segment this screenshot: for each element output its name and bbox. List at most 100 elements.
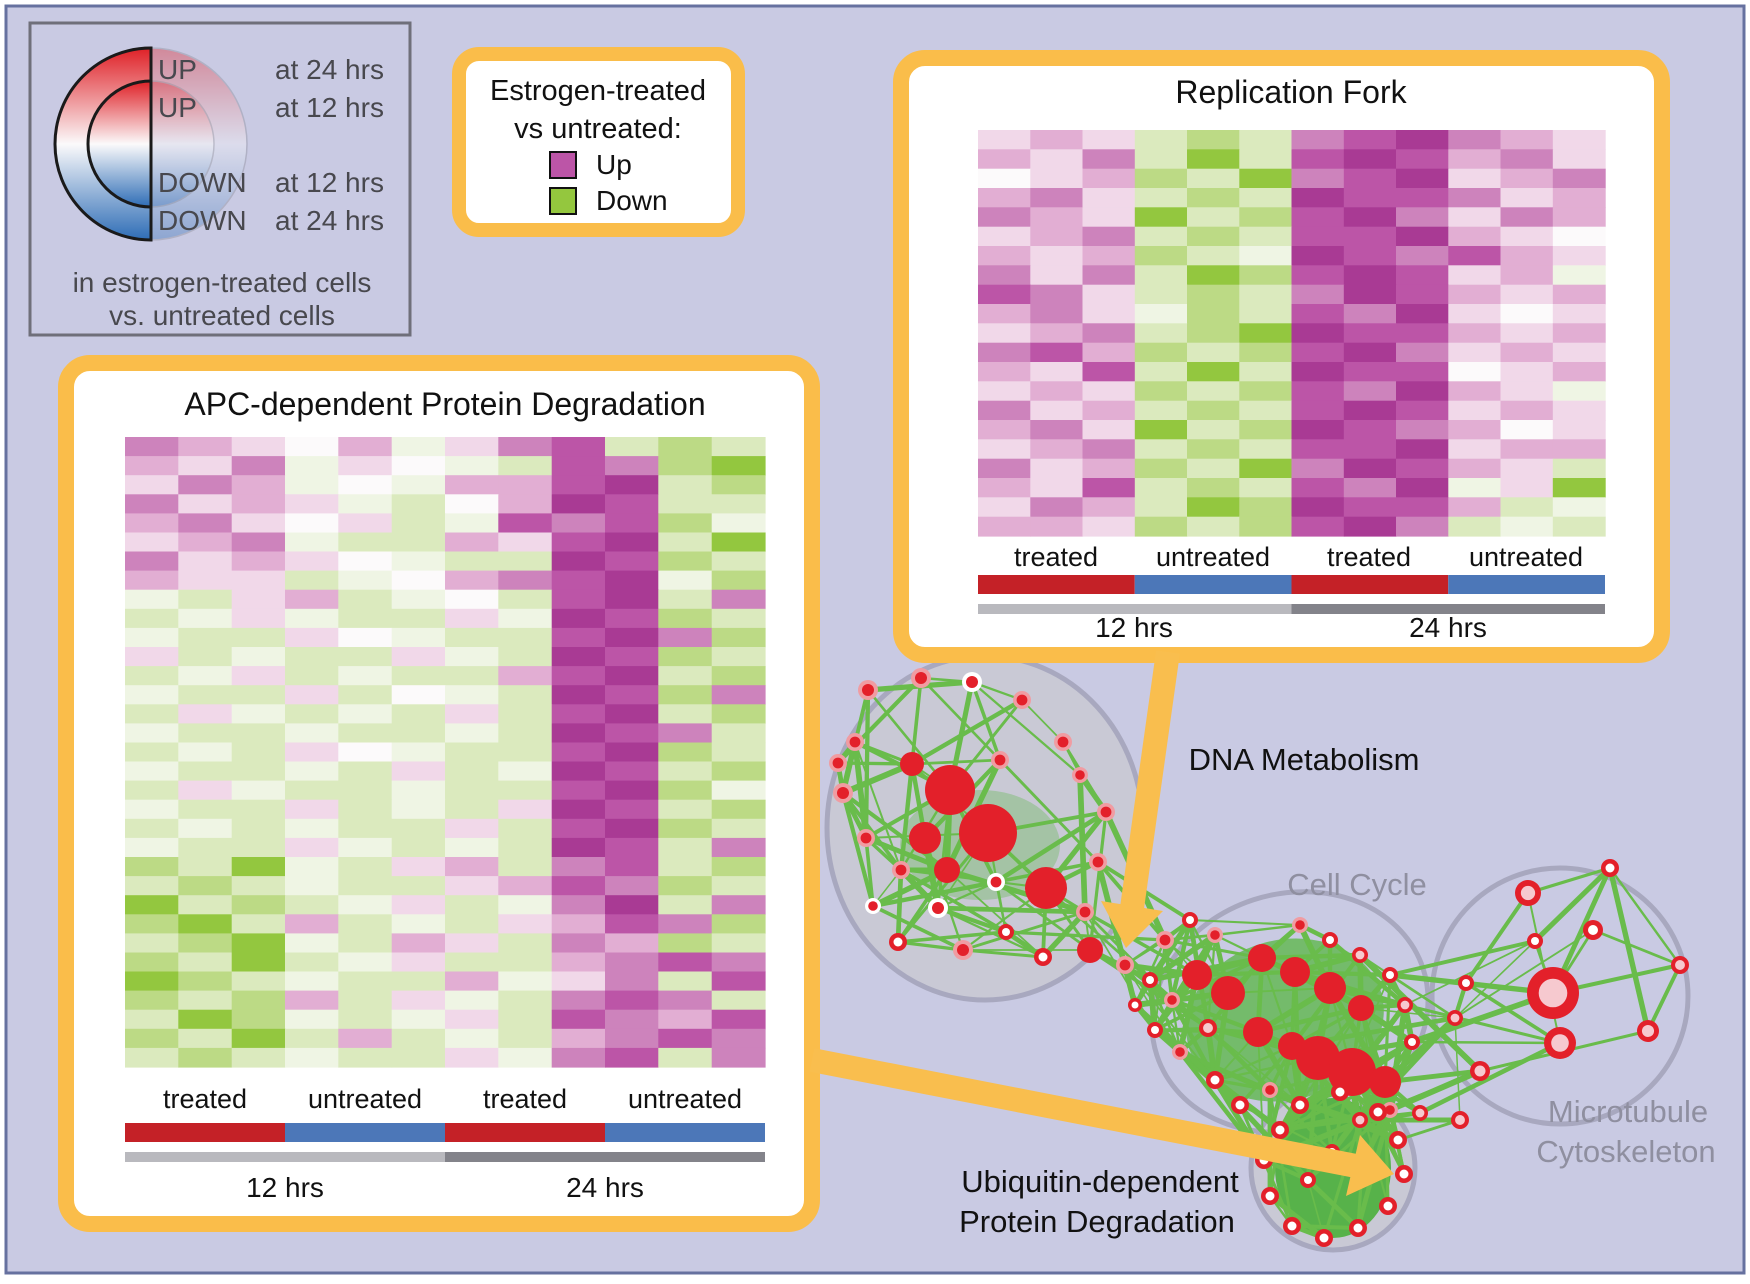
heatmap-cell bbox=[1082, 342, 1136, 363]
network-edge bbox=[897, 940, 964, 952]
network-nodes bbox=[829, 668, 1689, 1247]
heatmap-cell bbox=[1187, 362, 1240, 382]
heatmap-cell bbox=[498, 971, 553, 992]
heatmap-cell bbox=[1552, 381, 1606, 402]
gene-node-core bbox=[837, 787, 849, 799]
heatmap-cell bbox=[1448, 265, 1502, 286]
heatmap-cell bbox=[285, 1047, 339, 1068]
heatmap-cell bbox=[231, 761, 286, 782]
heatmap-cell bbox=[1500, 478, 1554, 498]
network-edge bbox=[1527, 866, 1611, 895]
heatmap-cell bbox=[1500, 323, 1554, 344]
heatmap-cell bbox=[711, 799, 766, 820]
network-edge bbox=[872, 879, 997, 909]
network-edge bbox=[1214, 923, 1301, 937]
heatmap-cell bbox=[1291, 516, 1345, 537]
network-edge bbox=[910, 698, 1024, 766]
heatmap-cell bbox=[231, 685, 286, 705]
heatmap-cell bbox=[445, 799, 499, 820]
heatmap-cell bbox=[1396, 188, 1449, 208]
heatmap-cell bbox=[1343, 323, 1397, 344]
heatmap-cell bbox=[1396, 342, 1449, 363]
heatmap-cell bbox=[285, 513, 339, 534]
heatmap-cell bbox=[178, 818, 233, 839]
heatmap-cell bbox=[285, 589, 339, 610]
heatmap-cell bbox=[1343, 439, 1397, 460]
heatmap-cell bbox=[1448, 304, 1502, 324]
heatmap-cell bbox=[285, 627, 339, 648]
network-edge bbox=[1418, 1040, 1562, 1116]
heatmap-cell bbox=[1396, 439, 1449, 460]
gene-node-core bbox=[1295, 1100, 1305, 1110]
heatmap-cell bbox=[978, 362, 1031, 382]
heatmap-cell bbox=[551, 704, 606, 724]
apc-time-label-24: 24 hrs bbox=[566, 1172, 644, 1203]
heatmap-cell bbox=[978, 207, 1031, 228]
heatmap-cell bbox=[1291, 265, 1345, 286]
heatmap-cell bbox=[1448, 130, 1502, 150]
heatmap-cell bbox=[1500, 284, 1554, 305]
heatmap-cell bbox=[551, 1009, 606, 1030]
heatmap-cell bbox=[1448, 478, 1502, 498]
gene-node-solid bbox=[1182, 960, 1212, 990]
network-edge bbox=[871, 867, 949, 909]
gene-node-core bbox=[860, 832, 872, 844]
heatmap-cell bbox=[1448, 168, 1502, 189]
down-swatch-label: Down bbox=[596, 185, 668, 216]
heatmap-cell bbox=[178, 685, 233, 705]
heatmap-cell bbox=[338, 742, 393, 763]
heatmap-cell bbox=[551, 666, 606, 686]
heatmap-cell bbox=[711, 456, 766, 476]
heatmap-cell bbox=[178, 608, 233, 629]
rf-to-dna-arrowhead-icon bbox=[1101, 901, 1163, 948]
heatmap-cell bbox=[1343, 168, 1397, 189]
replication-fork-panel: Replication Fork treated untreated treat… bbox=[893, 50, 1670, 663]
gene-node-core bbox=[1450, 1013, 1460, 1023]
heatmap-cell bbox=[391, 914, 446, 934]
network-edge bbox=[946, 867, 1086, 915]
gene-node-core bbox=[990, 876, 1002, 888]
heatmap-cell bbox=[1030, 168, 1084, 189]
heatmap-cell bbox=[338, 1028, 393, 1049]
gene-node-core bbox=[1235, 1100, 1245, 1110]
heatmap-cell bbox=[605, 1047, 659, 1068]
heatmap-cell bbox=[125, 437, 179, 457]
heatmap-cell bbox=[445, 971, 499, 992]
network-edge bbox=[864, 837, 875, 907]
heatmap-cell bbox=[125, 742, 179, 763]
heatmap-cell bbox=[658, 1047, 713, 1068]
heatmap-cell bbox=[1500, 168, 1554, 189]
heatmap-cell bbox=[445, 532, 499, 553]
apc-group-label-4: untreated bbox=[628, 1084, 742, 1114]
heatmap-cell bbox=[1030, 439, 1084, 460]
heatmap-cell bbox=[125, 876, 179, 896]
network-edge bbox=[1607, 867, 1651, 1032]
heatmap-cell bbox=[605, 532, 659, 553]
heatmap-cell bbox=[338, 952, 393, 973]
dna-metabolism-label: DNA Metabolism bbox=[1189, 742, 1420, 777]
gene-node-core bbox=[1210, 1075, 1220, 1085]
heatmap-cell bbox=[551, 990, 606, 1011]
heatmap-cell bbox=[1552, 323, 1606, 344]
heatmap-cell bbox=[1030, 458, 1084, 479]
heatmap-cell bbox=[231, 704, 286, 724]
down-outer-label: DOWN bbox=[158, 205, 247, 236]
heatmap-cell bbox=[498, 456, 553, 476]
heatmap-cell bbox=[1448, 362, 1502, 382]
network-edge bbox=[1454, 1017, 1461, 1121]
heatmap-cell bbox=[1134, 458, 1188, 479]
gene-node-solid bbox=[1077, 937, 1103, 963]
heatmap-cell bbox=[231, 799, 286, 820]
network-edge bbox=[1189, 918, 1301, 927]
network-edge bbox=[1041, 910, 1087, 959]
heatmap-cell bbox=[1500, 497, 1554, 518]
heatmap-cell bbox=[605, 971, 659, 992]
heatmap-cell bbox=[551, 818, 606, 839]
gene-node-solid bbox=[925, 765, 975, 815]
heatmap-cell bbox=[1343, 246, 1397, 266]
gene-node-core bbox=[966, 676, 978, 688]
heatmap-cell bbox=[1291, 304, 1345, 324]
treated-bar bbox=[125, 1123, 285, 1142]
gene-node-solid bbox=[1211, 976, 1245, 1010]
heatmap-cell bbox=[285, 475, 339, 495]
